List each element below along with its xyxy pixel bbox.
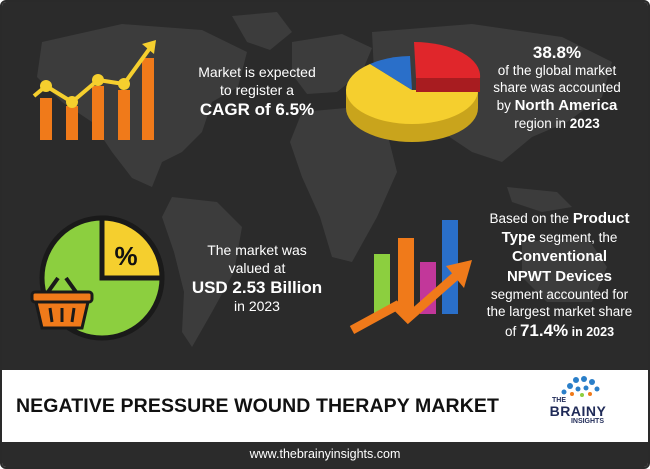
- brainy-logo: THE BRAINY INSIGHTS: [548, 397, 608, 425]
- stat-value-line3: in 2023: [234, 298, 280, 315]
- stat-segment-line6: the largest market share: [486, 304, 633, 320]
- logo-the: THE: [552, 397, 566, 404]
- growth-bar-4: [118, 90, 130, 140]
- stat-value-highlight: USD 2.53 Billion: [191, 278, 323, 297]
- growth-bar-5: [142, 58, 154, 140]
- arrow-bar-green: [374, 254, 390, 314]
- stat-region: 38.8% of the global market share was acc…: [472, 42, 642, 133]
- shopping-basket-icon: [30, 276, 94, 330]
- stat-segment-line4-bold: NPWT Devices: [506, 267, 613, 285]
- stat-region-line2: share was accounted: [493, 80, 621, 96]
- stat-segment-line7-suffix: in 2023: [568, 325, 615, 340]
- stat-cagr-line2: to register a: [220, 81, 294, 98]
- pie-slice-red: [414, 41, 481, 78]
- stat-segment-line1-prefix: Based on the: [489, 211, 573, 226]
- page-title: NEGATIVE PRESSURE WOUND THERAPY MARKET: [16, 395, 500, 417]
- map-africa: [290, 107, 397, 262]
- bar-growth-icon: [32, 40, 156, 140]
- stat-segment-line2-suffix: segment, the: [535, 230, 618, 246]
- map-south-america: [162, 197, 242, 347]
- footer-url: www.thebrainyinsights.com: [2, 442, 648, 467]
- arrow-bar-orange: [398, 238, 414, 314]
- dark-panel: % Market is expected to register a CAGR …: [2, 2, 648, 370]
- stat-region-year: 2023: [569, 115, 600, 131]
- growth-bar-1: [40, 98, 52, 140]
- growth-bar-2: [66, 106, 78, 140]
- stat-segment-line7-prefix: of: [504, 324, 520, 340]
- stat-segment-percent: 71.4%: [519, 321, 569, 341]
- stat-segment-line2-bold: Type: [501, 229, 536, 247]
- stat-value-line2: valued at: [228, 259, 286, 276]
- stat-region-line1: of the global market: [497, 63, 617, 79]
- growth-bar-3: [92, 86, 104, 140]
- logo-insights: INSIGHTS: [570, 418, 604, 425]
- stat-segment: Based on the Product Type segment, the C…: [472, 209, 647, 342]
- map-indonesia: [507, 187, 572, 212]
- percent-badge: %: [114, 241, 138, 271]
- stat-region-line3-prefix: by: [496, 98, 515, 113]
- pie-slice-blue: [370, 56, 412, 90]
- pie-slice-yellow: [346, 64, 478, 124]
- stat-region-line4-prefix: region in: [514, 115, 570, 131]
- stat-cagr-highlight: CAGR of 6.5%: [199, 100, 315, 119]
- stat-region-percent: 38.8%: [532, 43, 582, 62]
- map-australia: [522, 237, 607, 302]
- logo-brainy: BRAINY: [549, 403, 607, 419]
- title-bar: [2, 370, 648, 442]
- growth-arrow-icon: [349, 220, 472, 334]
- pie-3d-icon: [346, 41, 481, 142]
- stat-cagr: Market is expected to register a CAGR of…: [182, 64, 332, 120]
- stat-value-line1: The market was: [207, 242, 307, 258]
- brainy-logo-icon: [561, 376, 600, 397]
- stat-cagr-line1: Market is expected: [198, 64, 316, 80]
- stat-segment-line1-bold: Product: [572, 210, 630, 227]
- stat-segment-line5: segment accounted for: [490, 286, 629, 302]
- stat-value: The market was valued at USD 2.53 Billio…: [182, 242, 332, 316]
- stat-region-name: North America: [514, 97, 618, 114]
- map-greenland: [232, 12, 292, 50]
- stat-segment-line3-bold: Conventional: [511, 248, 607, 266]
